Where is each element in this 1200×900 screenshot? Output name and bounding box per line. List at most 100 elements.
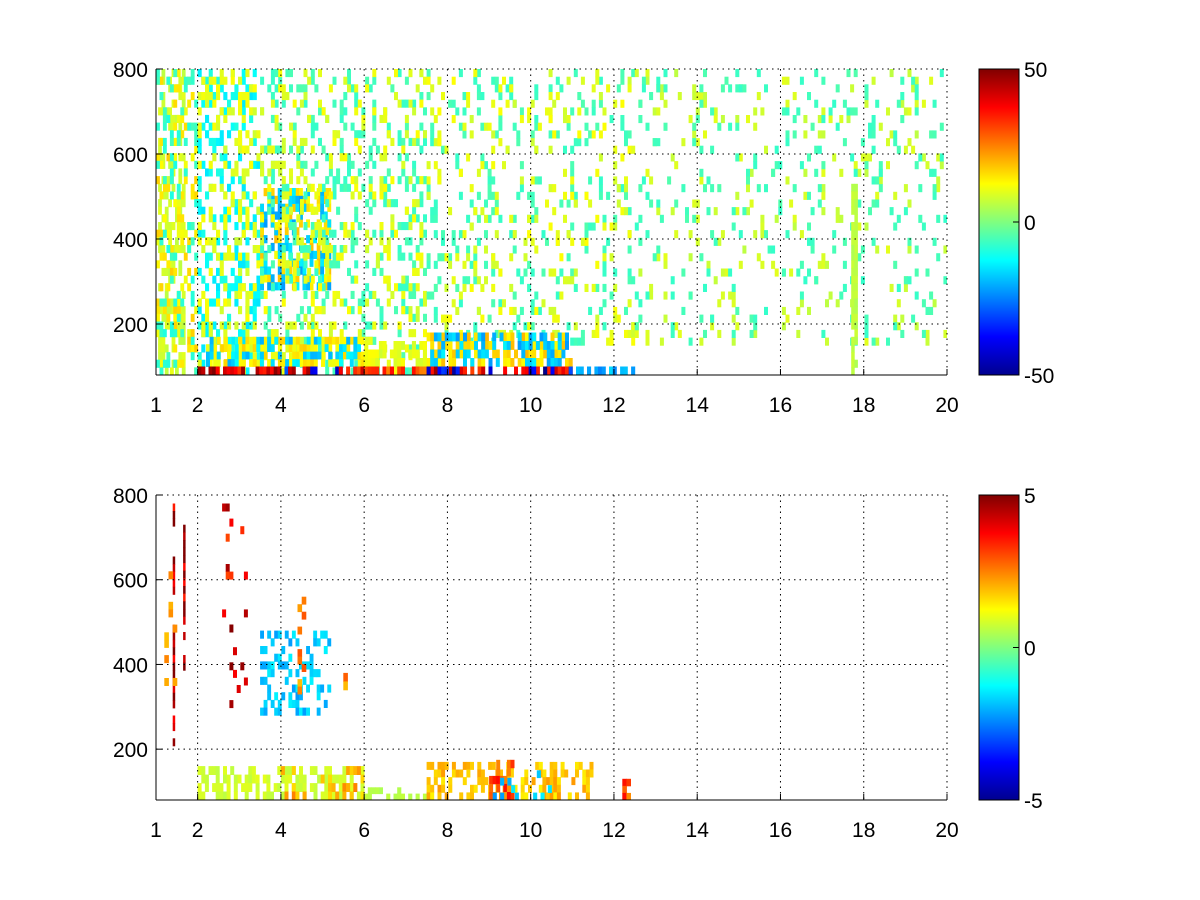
heatmap-cell [162, 145, 167, 154]
heatmap-cell [343, 321, 348, 330]
heatmap-cell [609, 115, 614, 124]
heatmap-cell [357, 145, 362, 154]
heatmap-cell [227, 298, 232, 307]
heatmap-cell [339, 351, 343, 360]
heatmap-cell [423, 137, 427, 146]
heatmap-cell [517, 358, 522, 367]
heatmap-cell [364, 341, 369, 350]
heatmap-cell [318, 69, 322, 78]
heatmap-cell [181, 290, 186, 299]
heatmap-cell [350, 160, 355, 169]
heatmap-cell [575, 792, 579, 800]
heatmap-cell [164, 290, 169, 299]
heatmap-cell [549, 792, 554, 800]
heatmap-cell [263, 258, 268, 267]
heatmap-cell [731, 222, 736, 231]
heatmap-cell [310, 168, 315, 177]
heatmap-cell [316, 692, 321, 701]
heatmap-cell [624, 184, 628, 193]
heatmap-cell [190, 76, 195, 85]
heatmap-cell [476, 237, 481, 246]
heatmap-cell [309, 676, 314, 685]
heatmap-cell [173, 199, 178, 208]
heatmap-cell [670, 207, 675, 216]
heatmap-cell [346, 336, 351, 345]
heatmap-cell [595, 69, 600, 78]
heatmap-cell [854, 222, 858, 231]
heatmap-cell [559, 253, 564, 262]
heatmap-cell [466, 92, 471, 101]
heatmap-cell [159, 160, 164, 169]
heatmap-cell [277, 699, 282, 708]
heatmap-cell [327, 638, 332, 647]
heatmap-cell [570, 184, 575, 193]
heatmap-cell [245, 237, 250, 246]
heatmap-cell [868, 153, 872, 162]
heatmap-cell [394, 69, 398, 78]
heatmap-cell [893, 138, 898, 147]
heatmap-cell [307, 76, 312, 85]
heatmap-cell [270, 199, 275, 208]
heatmap-cell [181, 336, 186, 345]
heatmap-cell [285, 69, 290, 78]
heatmap-cell [742, 84, 747, 93]
heatmap-cell [554, 358, 559, 367]
heatmap-cell [851, 352, 855, 361]
heatmap-cell [256, 160, 261, 169]
heatmap-cell [234, 245, 239, 254]
heatmap-cell [444, 253, 449, 262]
heatmap-cell [659, 92, 664, 101]
heatmap-cell [825, 260, 829, 269]
heatmap-cell [156, 359, 160, 368]
heatmap-cell [864, 168, 869, 177]
heatmap-cell [339, 252, 344, 261]
heatmap-cell [367, 358, 372, 367]
heatmap-cell [277, 227, 282, 236]
heatmap-cell [238, 176, 243, 185]
heatmap-cell [190, 183, 195, 192]
heatmap-cell [462, 761, 467, 770]
heatmap-cell [201, 206, 206, 215]
heatmap-cell [857, 168, 862, 177]
heatmap-cell [561, 341, 566, 350]
heatmap-cell [433, 366, 438, 375]
heatmap-cell [295, 791, 300, 800]
heatmap-cell [613, 176, 618, 185]
heatmap-cell [219, 267, 224, 276]
heatmap-cell [817, 184, 822, 193]
heatmap-cell [354, 137, 359, 146]
heatmap-cell [353, 783, 358, 792]
heatmap-cell [907, 107, 912, 116]
heatmap-cell [180, 298, 185, 307]
heatmap-cell [871, 122, 876, 131]
heatmap-cell [419, 199, 424, 208]
heatmap-cell [361, 313, 366, 322]
heatmap-cell [498, 84, 503, 93]
heatmap-cell [710, 322, 715, 331]
heatmap-cell [620, 153, 625, 162]
heatmap-cell [404, 99, 409, 108]
heatmap-cell [408, 252, 413, 261]
heatmap-cell [549, 761, 554, 770]
heatmap-cell [652, 107, 657, 116]
heatmap-cell [419, 69, 424, 78]
heatmap-cell [624, 191, 628, 200]
heatmap-cell [584, 245, 589, 254]
heatmap-cell [180, 107, 185, 116]
heatmap-cell [760, 260, 765, 269]
heatmap-cell [473, 69, 478, 78]
heatmap-cell [430, 784, 435, 793]
heatmap-cell [451, 237, 456, 246]
heatmap-cell [473, 76, 478, 85]
heatmap-cell [245, 99, 250, 108]
heatmap-cell [939, 69, 944, 78]
heatmap-cell [555, 314, 560, 323]
heatmap-cell [347, 229, 351, 238]
heatmap-cell [455, 306, 460, 315]
heatmap-cell [854, 290, 858, 299]
heatmap-cell [489, 775, 494, 785]
heatmap-cell [252, 92, 257, 101]
heatmap-cell [444, 332, 449, 342]
heatmap-cell [401, 145, 406, 154]
heatmap-cell [310, 130, 315, 139]
